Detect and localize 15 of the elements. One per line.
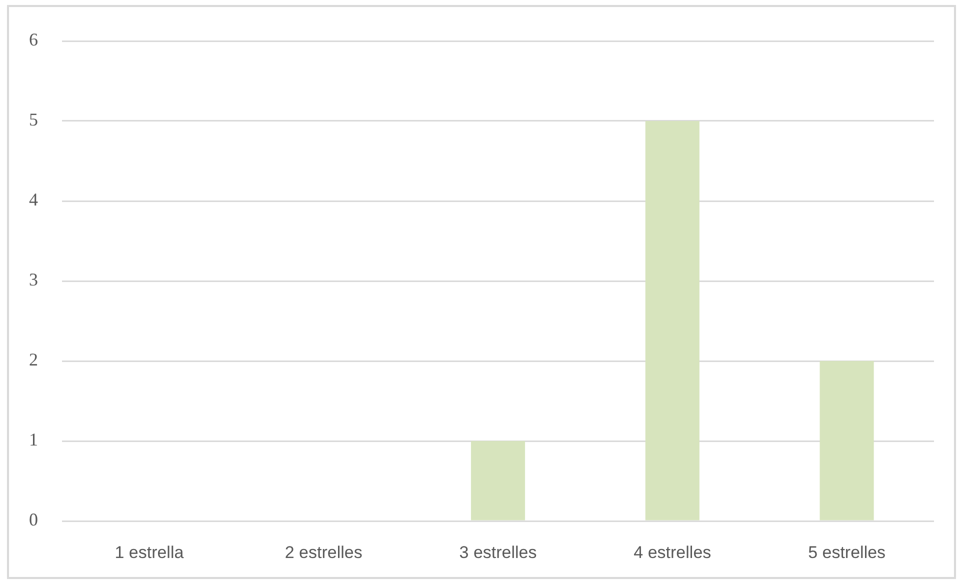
y-tick-label: 0	[29, 510, 38, 530]
bar	[470, 441, 526, 520]
x-tick-label: 4 estrelles	[634, 542, 712, 562]
bar	[820, 361, 874, 520]
y-tick-label: 4	[29, 190, 38, 210]
x-tick-label: 3 estrelles	[459, 542, 537, 562]
x-tick-label: 2 estrelles	[284, 542, 362, 562]
bar	[645, 121, 700, 520]
y-tick-label: 6	[29, 30, 38, 50]
x-tick-label: 5 estrelles	[808, 542, 886, 562]
x-tick-label: 1 estrella	[114, 542, 184, 562]
y-tick-label: 3	[29, 270, 38, 290]
y-tick-label: 2	[29, 350, 38, 370]
y-tick-label: 1	[29, 430, 38, 450]
y-tick-label: 5	[29, 110, 38, 130]
